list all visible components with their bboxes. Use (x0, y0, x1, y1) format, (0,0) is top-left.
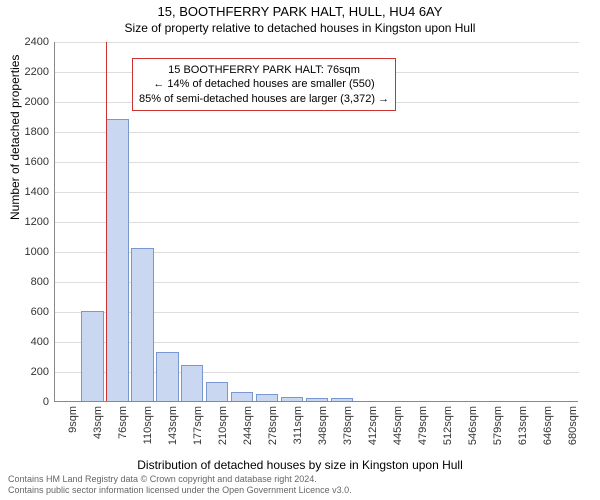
x-tick-label: 680sqm (567, 406, 579, 466)
y-tick-label: 400 (9, 336, 49, 348)
y-tick-label: 2400 (9, 36, 49, 48)
histogram-bar (306, 398, 328, 401)
info-line-1: 15 BOOTHFERRY PARK HALT: 76sqm (139, 63, 389, 77)
y-tick-label: 800 (9, 276, 49, 288)
histogram-bar (181, 365, 203, 401)
x-tick-label: 348sqm (317, 406, 329, 466)
x-tick-label: 445sqm (392, 406, 404, 466)
chart-area: 0200400600800100012001400160018002000220… (54, 42, 578, 402)
x-tick-label: 546sqm (467, 406, 479, 466)
histogram-bar (206, 382, 228, 402)
x-tick-label: 378sqm (342, 406, 354, 466)
gridline (55, 162, 579, 163)
marker-line (106, 42, 107, 401)
footer: Contains HM Land Registry data © Crown c… (8, 474, 352, 496)
histogram-bar (231, 392, 253, 401)
histogram-bar (131, 248, 153, 401)
y-tick-label: 1200 (9, 216, 49, 228)
info-line-3: 85% of semi-detached houses are larger (… (139, 92, 389, 106)
x-tick-label: 512sqm (442, 406, 454, 466)
gridline (55, 222, 579, 223)
x-tick-label: 412sqm (367, 406, 379, 466)
histogram-bar (81, 311, 103, 401)
page-title: 15, BOOTHFERRY PARK HALT, HULL, HU4 6AY (0, 0, 600, 19)
x-axis-label: Distribution of detached houses by size … (0, 458, 600, 472)
x-tick-label: 646sqm (542, 406, 554, 466)
x-tick-label: 479sqm (417, 406, 429, 466)
x-tick-label: 210sqm (217, 406, 229, 466)
y-tick-label: 200 (9, 366, 49, 378)
info-line-2: ← 14% of detached houses are smaller (55… (139, 77, 389, 91)
x-tick-label: 177sqm (192, 406, 204, 466)
x-tick-label: 278sqm (267, 406, 279, 466)
gridline (55, 192, 579, 193)
y-tick-label: 1800 (9, 126, 49, 138)
histogram-bar (281, 397, 303, 402)
footer-line-1: Contains HM Land Registry data © Crown c… (8, 474, 352, 485)
x-tick-label: 143sqm (167, 406, 179, 466)
x-tick-label: 311sqm (292, 406, 304, 466)
info-box: 15 BOOTHFERRY PARK HALT: 76sqm ← 14% of … (132, 58, 396, 111)
y-tick-label: 1600 (9, 156, 49, 168)
page-subtitle: Size of property relative to detached ho… (0, 19, 600, 35)
histogram-bar (331, 398, 353, 401)
y-tick-label: 600 (9, 306, 49, 318)
gridline (55, 42, 579, 43)
histogram-bar (256, 394, 278, 401)
histogram-bar (106, 119, 128, 401)
chart-container: 15, BOOTHFERRY PARK HALT, HULL, HU4 6AY … (0, 0, 600, 500)
y-tick-label: 0 (9, 396, 49, 408)
x-tick-label: 9sqm (67, 406, 79, 466)
x-tick-label: 244sqm (242, 406, 254, 466)
y-tick-label: 1000 (9, 246, 49, 258)
gridline (55, 132, 579, 133)
footer-line-2: Contains public sector information licen… (8, 485, 352, 496)
x-tick-label: 110sqm (142, 406, 154, 466)
x-tick-label: 76sqm (117, 406, 129, 466)
x-tick-label: 579sqm (492, 406, 504, 466)
y-tick-label: 1400 (9, 186, 49, 198)
histogram-bar (156, 352, 178, 402)
x-tick-label: 43sqm (92, 406, 104, 466)
y-tick-label: 2200 (9, 66, 49, 78)
x-tick-label: 613sqm (517, 406, 529, 466)
y-tick-label: 2000 (9, 96, 49, 108)
